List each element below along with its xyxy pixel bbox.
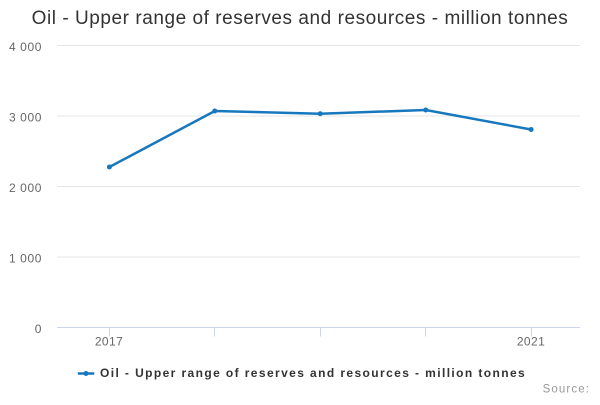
svg-text:Source:: Source: bbox=[543, 384, 590, 396]
svg-text:2017: 2017 bbox=[95, 335, 123, 349]
svg-text:Oil - Upper range of reserves: Oil - Upper range of reserves and resour… bbox=[32, 8, 569, 29]
svg-text:0: 0 bbox=[35, 322, 42, 336]
svg-text:1 000: 1 000 bbox=[9, 252, 42, 266]
svg-text:2021: 2021 bbox=[517, 335, 545, 349]
svg-text:2 000: 2 000 bbox=[9, 181, 42, 195]
svg-text:Oil - Upper range of reserves: Oil - Upper range of reserves and resour… bbox=[100, 366, 526, 380]
svg-text:4 000: 4 000 bbox=[9, 40, 42, 54]
svg-text:3 000: 3 000 bbox=[9, 111, 42, 125]
